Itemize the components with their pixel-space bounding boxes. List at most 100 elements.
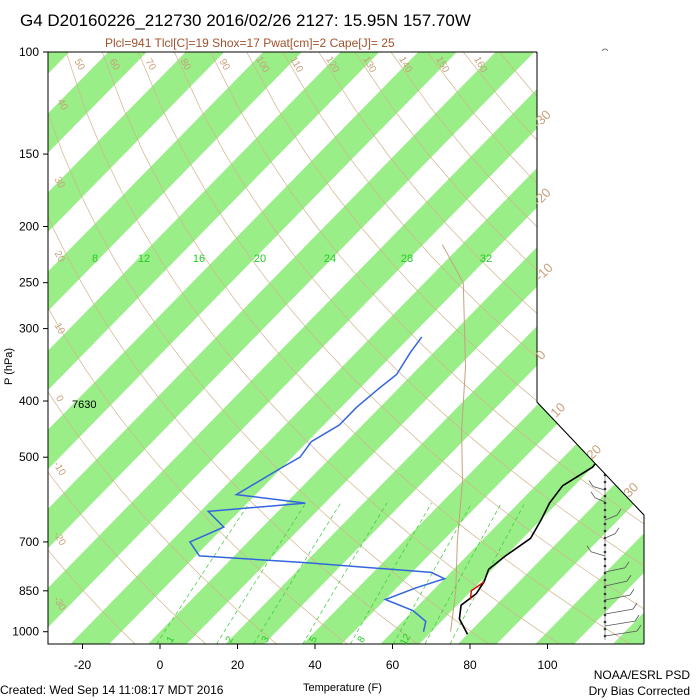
mixing-ratio-label: 1 [165, 634, 178, 645]
chart-subtitle: Plcl=941 Tlcl[C]=19 Shox=17 Pwat[cm]=2 C… [105, 36, 395, 50]
mixing-ratio-line [302, 502, 388, 644]
mixing-ratio-label: 2 [224, 634, 237, 645]
pressure-tick-label: 200 [19, 220, 39, 234]
frame-notch [536, 52, 645, 644]
wind-dot [603, 501, 607, 505]
pressure-tick-label: 850 [19, 584, 39, 598]
wind-barb [590, 551, 606, 557]
dry-adiabat-label: 70 [143, 57, 158, 73]
top-temperature-label: 28 [401, 253, 413, 265]
mixing-ratio-label: 8 [356, 634, 369, 645]
mixing-ratio-lines [156, 502, 526, 644]
dry-adiabat [48, 471, 206, 644]
pressure-tick-label: 500 [19, 450, 39, 464]
mixing-ratio-line [424, 502, 502, 644]
wind-barb [604, 608, 634, 615]
isotherm-band [48, 52, 302, 312]
isotherm-band [48, 52, 70, 74]
wind-dot [603, 480, 607, 484]
dry-adiabat [48, 215, 419, 644]
dry-adiabat [318, 52, 644, 402]
height-annotation: 7630 [72, 399, 96, 411]
temperature-tick-label: 100 [537, 658, 557, 672]
temperature-tick-label: 20 [231, 658, 245, 672]
dry-adiabat [101, 52, 631, 644]
wind-barb-flag [634, 614, 640, 622]
chart-title: G4 D20160226_212730 2016/02/26 2127: 15.… [20, 11, 471, 30]
mixing-ratio-line [216, 502, 306, 644]
wind-dot [603, 515, 607, 519]
temperature-tick-label: 60 [386, 658, 400, 672]
wind-dot [603, 578, 607, 582]
dry-adiabat [48, 111, 489, 644]
pressure-tick-label: 400 [19, 394, 39, 408]
temperature-tick-label: -20 [74, 658, 92, 672]
dry-adiabat [48, 549, 136, 644]
isotherm-band [612, 612, 644, 644]
wind-dot [603, 599, 607, 603]
wind-dot [603, 606, 607, 610]
wind-dot [603, 508, 607, 512]
isotherm-band [48, 52, 147, 153]
wind-dot [603, 494, 607, 498]
dry-adiabat-label-left: 30 [52, 175, 67, 191]
pressure-ticks: 100 150 200 250 300 400 500 700 850 1000 [12, 45, 48, 639]
wind-dot [603, 613, 607, 617]
wind-dot [603, 543, 607, 547]
dry-adiabat [137, 52, 644, 610]
dry-adiabat [282, 52, 644, 442]
dewpoint-trace [188, 336, 447, 632]
wind-barb [592, 486, 606, 491]
temperature-tick-label: 80 [463, 658, 477, 672]
dry-adiabat-label: 80 [178, 57, 193, 73]
wind-barb-flag [624, 561, 630, 569]
wind-barb [604, 580, 628, 587]
top-temperature-label: 16 [193, 253, 205, 265]
dry-adiabat-label: 130 [360, 55, 378, 75]
wind-barb-flag [614, 527, 620, 535]
wind-barb [604, 594, 631, 601]
x-axis-label: Temperature (F) [303, 682, 382, 694]
top-temperature-label: 20 [254, 253, 266, 265]
wind-barb [604, 533, 616, 539]
wind-barb [594, 497, 606, 503]
lcl-segment [469, 581, 485, 600]
isotherm-band [0, 25, 18, 655]
pressure-tick-label: 100 [19, 45, 39, 59]
dry-adiabat [174, 52, 644, 567]
wind-dot [603, 564, 607, 568]
wind-barb [604, 630, 638, 637]
pressure-tick-label: 1000 [12, 625, 39, 639]
wind-dot [603, 620, 607, 624]
dry-adiabat-label: 50 [72, 57, 87, 73]
isotherm-band [457, 454, 644, 644]
y-axis-label: P (hPa) [3, 348, 15, 385]
mixing-ratio-label: 3 [260, 634, 273, 645]
frame-left-bottom [47, 52, 644, 645]
dry-adiabat [65, 52, 560, 644]
temperature-ticks: -20 0 20 40 60 80 100 [74, 644, 558, 672]
wind-barb-flag [636, 624, 642, 632]
top-temperature-label: 8 [92, 253, 98, 265]
frame-mask [537, 51, 700, 515]
mixing-ratio-label: 12 [398, 632, 413, 648]
plot-frame [47, 51, 700, 645]
wind-barb-flag [632, 602, 638, 610]
isotherm-band [535, 533, 644, 644]
dry-adiabat-label: 90 [217, 57, 232, 73]
wind-dot [603, 529, 607, 533]
mixing-ratio-line [156, 502, 250, 644]
parcel-path [441, 244, 467, 632]
dry-adiabat-label-left: 0 [53, 394, 66, 405]
top-temperature-label: 32 [480, 253, 492, 265]
dry-adiabat-label-left: 20 [52, 249, 67, 265]
wind-dot [603, 592, 607, 596]
wind-dot [603, 627, 607, 631]
pressure-tick-label: 700 [19, 535, 39, 549]
wind-dot [603, 571, 607, 575]
wind-barb-flag [629, 588, 635, 596]
top-temperature-label: 12 [138, 253, 150, 265]
mixing-ratio-label: 5 [308, 634, 321, 645]
isotherm-band [48, 52, 380, 391]
